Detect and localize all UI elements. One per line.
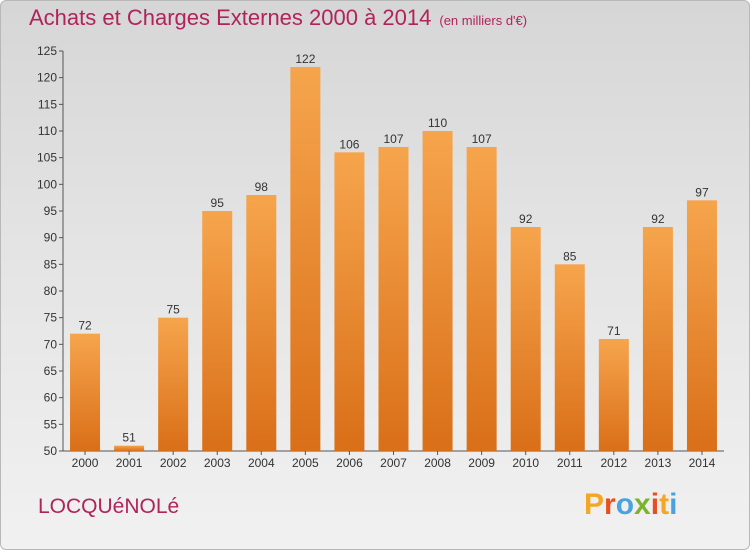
- chart-bars: [70, 67, 717, 452]
- chart-title-text: Achats et Charges Externes 2000 à 2014: [29, 5, 432, 30]
- y-tick-label: 125: [37, 44, 57, 58]
- value-label-2001: 51: [122, 431, 136, 445]
- x-tick-label-2013: 2013: [645, 456, 672, 470]
- value-label-2012: 71: [607, 324, 621, 338]
- value-label-2009: 107: [472, 132, 492, 146]
- bar-2004: [246, 195, 277, 451]
- y-tick-label: 120: [37, 71, 57, 85]
- x-tick-label-2005: 2005: [292, 456, 319, 470]
- bar-2009: [466, 147, 497, 451]
- logo-letter: i: [669, 488, 678, 521]
- y-tick-label: 95: [44, 204, 58, 218]
- y-tick-label: 90: [44, 231, 58, 245]
- value-label-2006: 106: [339, 137, 359, 151]
- y-tick-label: 60: [44, 391, 58, 405]
- bar-2001: [114, 445, 145, 451]
- y-tick-label: 110: [38, 124, 57, 138]
- value-label-2002: 75: [166, 303, 180, 317]
- value-label-2010: 92: [519, 212, 533, 226]
- y-tick-label: 85: [44, 257, 58, 271]
- bar-2008: [422, 131, 453, 451]
- y-tick-label: 65: [44, 364, 58, 378]
- value-label-2013: 92: [651, 212, 665, 226]
- value-label-2011: 85: [563, 249, 577, 263]
- logo-letter: o: [615, 488, 635, 521]
- x-tick-label-2000: 2000: [72, 456, 99, 470]
- y-tick-label: 105: [37, 151, 57, 165]
- bar-2007: [378, 147, 409, 451]
- bar-2013: [642, 227, 673, 451]
- y-tick-label: 80: [44, 284, 58, 298]
- bar-2011: [554, 264, 585, 451]
- value-label-2003: 95: [211, 196, 225, 210]
- chart-value-labels: 72 51 75 95 98 122 106 107 110 107 92 85 71 92 97: [78, 52, 709, 445]
- y-tick-label: 50: [44, 444, 58, 458]
- x-tick-label-2009: 2009: [468, 456, 495, 470]
- bar-2000: [70, 333, 101, 451]
- y-tick-label: 100: [37, 177, 57, 191]
- bar-2012: [598, 339, 629, 451]
- x-tick-label-2002: 2002: [160, 456, 187, 470]
- logo-letter: P: [584, 488, 605, 521]
- y-tick-label: 55: [44, 417, 58, 431]
- x-tick-label-2012: 2012: [600, 456, 627, 470]
- location-name: LOCQUéNOLé: [38, 495, 180, 518]
- value-label-2000: 72: [78, 319, 92, 333]
- x-tick-label-2004: 2004: [248, 456, 275, 470]
- logo-letter: r: [604, 488, 616, 521]
- chart-subtitle: (en milliers d'€): [439, 13, 528, 28]
- value-label-2008: 110: [428, 116, 447, 130]
- x-tick-label-2001: 2001: [116, 456, 143, 470]
- value-label-2005: 122: [295, 52, 315, 66]
- x-tick-label-2010: 2010: [512, 456, 539, 470]
- y-tick-label: 70: [44, 337, 58, 351]
- chart-title: Achats et Charges Externes 2000 à 2014 (e…: [29, 5, 527, 31]
- x-tick-label-2003: 2003: [204, 456, 231, 470]
- proxiti-logo: Proxiti: [584, 488, 677, 522]
- x-tick-label-2014: 2014: [689, 456, 716, 470]
- x-tick-label-2008: 2008: [424, 456, 451, 470]
- logo-letter: x: [634, 488, 651, 521]
- bar-2002: [158, 317, 189, 451]
- logo-letter: t: [659, 488, 670, 521]
- value-label-2007: 107: [383, 132, 403, 146]
- bar-2014: [686, 200, 717, 451]
- bar-2010: [510, 227, 541, 451]
- chart-axes: 50 55 60 65 70 75 80 85 90 95 100 105 110 115 120 125 20…: [37, 44, 724, 470]
- x-tick-label-2006: 2006: [336, 456, 363, 470]
- logo-letter: i: [650, 488, 660, 521]
- x-tick-label-2011: 2011: [557, 456, 583, 470]
- y-tick-label: 115: [38, 97, 57, 111]
- bar-2006: [334, 152, 365, 452]
- bar-2005: [290, 67, 321, 451]
- bar-2003: [202, 211, 233, 451]
- y-tick-label: 75: [44, 311, 58, 325]
- value-label-2004: 98: [255, 180, 269, 194]
- value-label-2014: 97: [695, 185, 709, 199]
- x-tick-label-2007: 2007: [380, 456, 407, 470]
